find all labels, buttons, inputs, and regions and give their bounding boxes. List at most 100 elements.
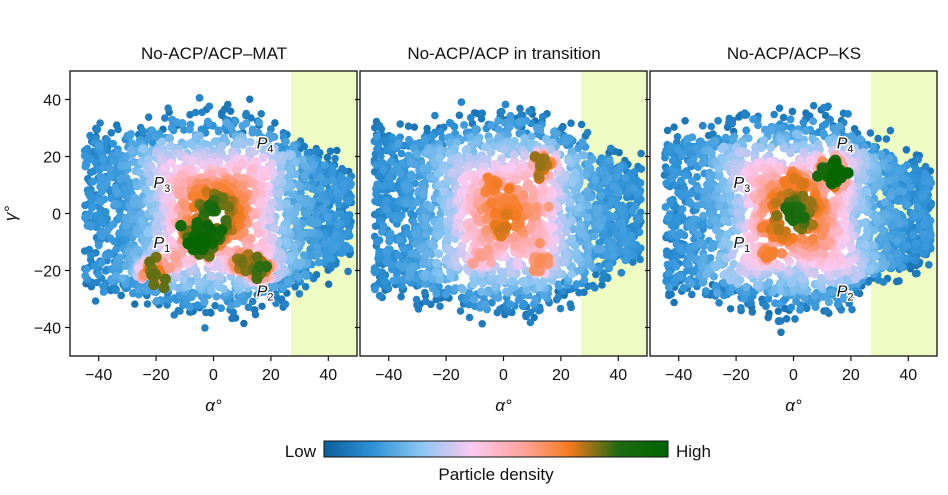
particle-point [511,174,522,185]
particle-point [534,257,545,269]
particle-point [526,237,536,248]
particle-point [912,196,921,205]
particle-point [598,281,606,289]
particle-point [289,141,298,150]
particle-point [341,232,350,241]
particle-point [592,244,602,253]
particle-point [319,205,328,214]
particle-point [301,269,310,278]
particle-point [457,98,466,106]
particle-point [921,162,930,171]
particle-point [96,197,105,206]
particle-point [372,190,380,199]
particle-point [602,252,611,261]
particle-point [333,146,341,155]
y-tick-label: −40 [34,321,61,338]
particle-point [166,158,176,168]
particle-point [505,260,515,270]
particle-point [902,146,911,154]
particle-point [598,275,607,284]
particle-point [291,283,299,291]
particle-point [257,110,266,118]
particle-point [385,181,394,190]
particle-point [465,313,474,322]
particle-point [447,168,457,178]
particle-point [458,285,468,294]
particle-point [879,278,888,286]
particle-point [217,304,226,313]
particle-point [567,269,576,279]
particle-point [413,150,422,159]
particle-point [201,220,214,232]
particle-point [197,125,206,134]
particle-point [438,133,447,142]
particle-point [914,155,922,164]
particle-point [443,233,452,243]
particle-point [913,269,921,278]
particle-point [782,315,791,323]
particle-point [266,236,276,246]
particle-point [549,236,559,246]
particle-point [265,215,274,225]
particle-point [742,126,751,135]
particle-point [169,252,180,263]
particle-point [676,228,685,237]
particle-point [251,251,263,263]
particle-point [382,257,391,266]
particle-point [603,238,612,247]
particle-point [224,100,232,109]
particle-point [300,142,309,151]
particle-point [775,317,783,325]
particle-point [322,246,331,255]
particle-point [312,147,320,156]
particle-point [397,149,406,158]
particle-point [392,214,401,223]
particle-point [245,233,256,244]
particle-cloud [80,94,356,332]
particle-point [181,282,191,291]
particle-point [106,165,115,174]
y-tick-label: −20 [34,264,61,281]
particle-point [270,223,280,233]
particle-point [572,280,581,289]
x-tick-label: 20 [262,367,280,384]
particle-point [143,300,152,308]
particle-point [554,282,563,290]
particle-point [157,137,167,146]
particle-point [175,219,187,232]
particle-point [505,123,514,132]
particle-point [287,190,297,199]
particle-point [264,251,274,261]
particle-point [721,133,730,142]
particle-point [635,215,644,223]
particle-point [134,285,143,294]
particle-point [583,213,592,222]
particle-point [494,293,503,302]
particle-point [388,133,397,142]
particle-point [637,149,645,158]
particle-point [770,110,778,119]
particle-point [194,277,203,287]
particle-point [886,126,895,135]
particle-point [399,244,408,253]
particle-point [325,280,333,288]
particle-point [791,315,799,323]
particle-point [113,189,122,198]
particle-point [275,154,285,164]
particle-point [248,297,257,306]
particle-point [373,238,381,246]
x-tick-label: −40 [375,367,402,384]
particle-point [106,234,115,243]
particle-point [670,298,678,307]
particle-point [128,139,137,148]
particle-point [593,181,602,190]
particle-point [285,165,295,175]
particle-point [227,301,236,310]
particle-point [328,176,337,185]
particle-point [246,137,255,147]
particle-point [809,101,818,110]
particle-point [97,215,106,224]
particle-point [156,153,166,163]
particle-point [267,159,277,169]
particle-point [792,297,801,306]
